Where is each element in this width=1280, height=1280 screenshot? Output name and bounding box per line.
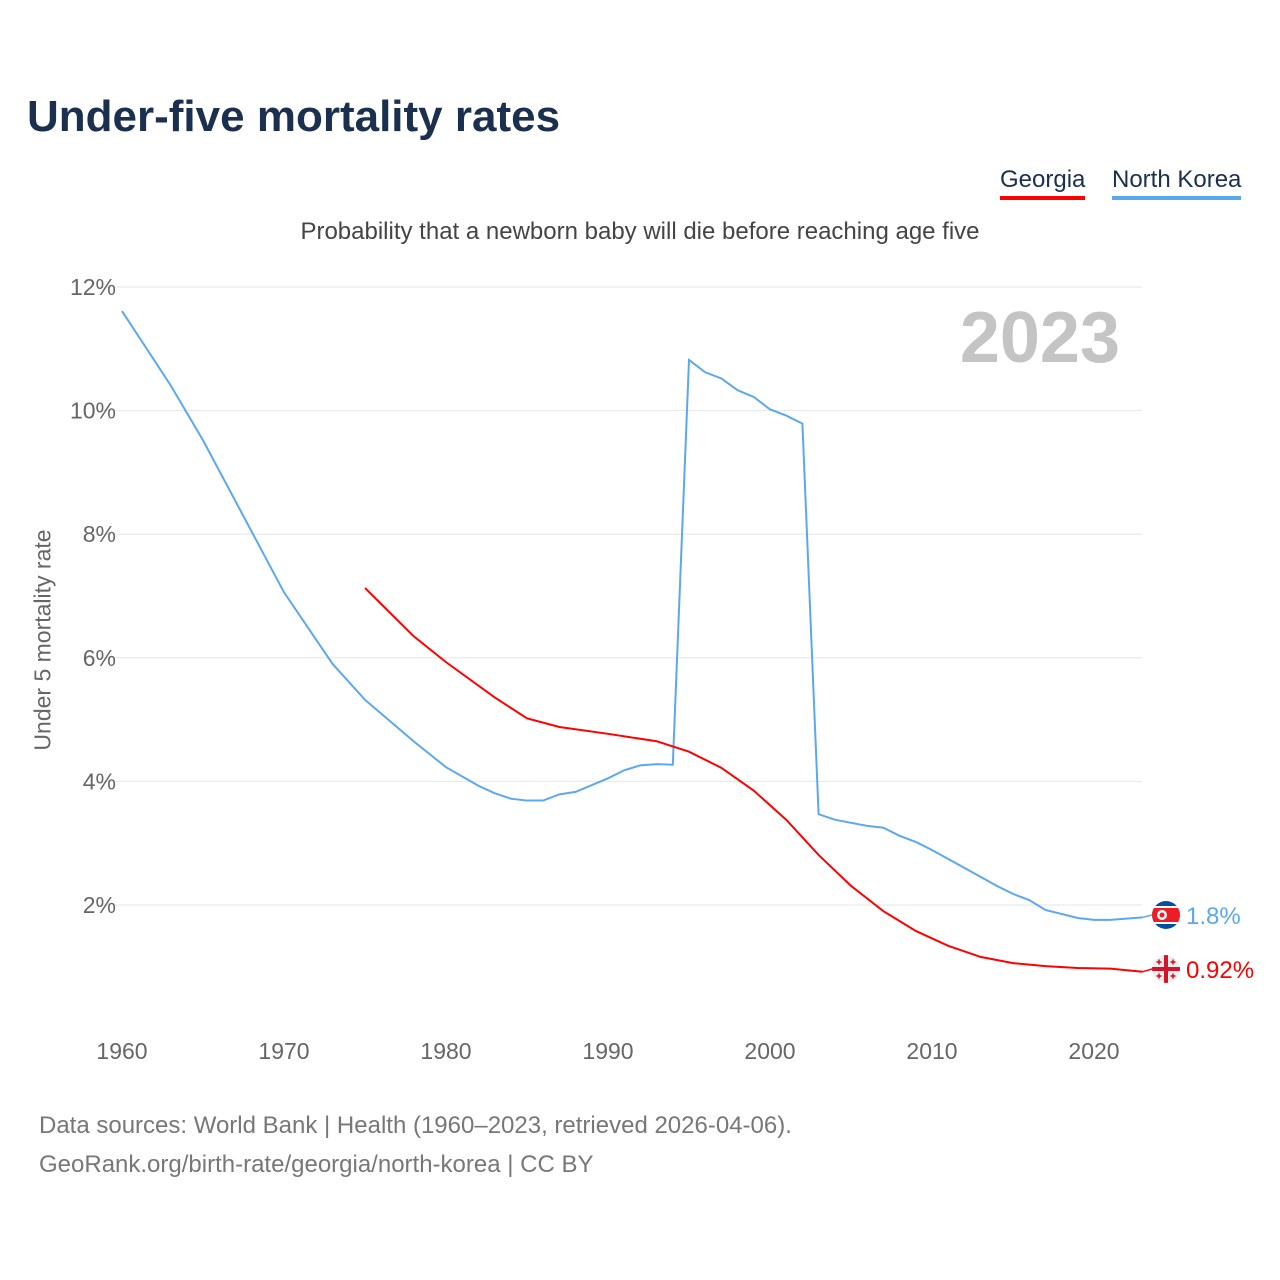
end-connector <box>1142 968 1153 973</box>
series-line-north-korea[interactable] <box>121 310 1143 921</box>
north-korea-flag-icon <box>1152 901 1180 929</box>
x-tick-label: 2020 <box>1068 1038 1119 1064</box>
x-tick-label: 2010 <box>906 1038 957 1064</box>
y-tick-label: 2% <box>83 892 116 918</box>
legend-north-korea[interactable]: North Korea <box>1112 166 1242 200</box>
y-tick-label: 6% <box>83 645 116 671</box>
end-value-label-georgia: 0.92% <box>1186 957 1254 984</box>
x-tick-label: 1980 <box>420 1038 471 1064</box>
year-watermark: 2023 <box>960 298 1120 378</box>
x-tick-label: 1990 <box>582 1038 633 1064</box>
x-tick-label: 1960 <box>96 1038 147 1064</box>
y-tick-label: 10% <box>70 398 116 424</box>
chart-title: Under-five mortality rates <box>27 92 561 141</box>
chart-subtitle: Probability that a newborn baby will die… <box>300 218 980 245</box>
x-tick-label: 2000 <box>744 1038 795 1064</box>
x-tick-label: 1970 <box>258 1038 309 1064</box>
source-link[interactable]: GeoRank.org/birth-rate/georgia/north-kor… <box>39 1151 594 1178</box>
y-tick-label: 12% <box>70 274 116 300</box>
y-tick-label: 4% <box>83 768 116 794</box>
legend-georgia[interactable]: Georgia <box>1000 166 1086 200</box>
footer: Data sources: World Bank | Health (1960–… <box>39 1106 792 1184</box>
end-value-label-north-korea: 1.8% <box>1186 903 1241 930</box>
y-tick-label: 8% <box>83 521 116 547</box>
end-connector <box>1142 914 1153 919</box>
georgia-flag-icon <box>1152 955 1180 983</box>
data-source: Data sources: World Bank | Health (1960–… <box>39 1112 792 1139</box>
series-line-georgia[interactable] <box>364 587 1143 973</box>
